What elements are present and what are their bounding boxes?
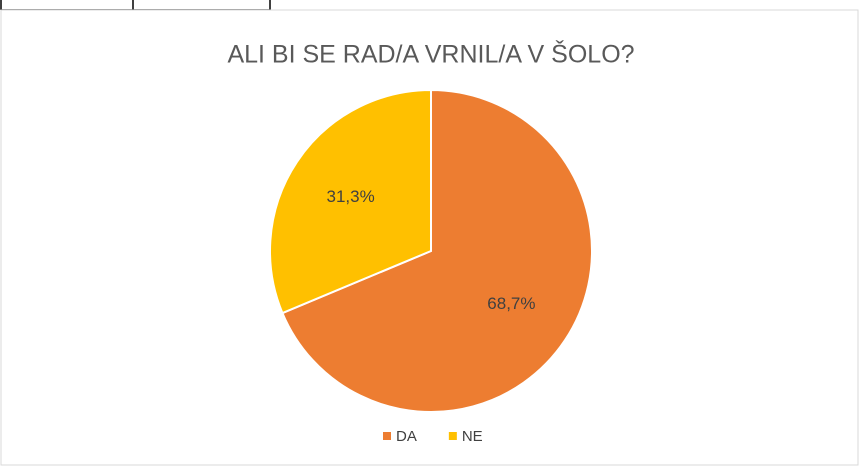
pie-slice [269,88,432,315]
legend-swatch [383,432,391,440]
pie-slice [281,88,593,413]
data-label: 68,7% [487,294,535,313]
table-fragment [0,0,271,11]
legend-label: NE [462,428,483,445]
data-label: 31,3% [326,187,374,206]
legend-swatch [448,432,457,440]
chart-title: ALI BI SE RAD/A VRNIL/A V ŠOLO? [227,40,634,69]
legend-label: DA [396,428,417,445]
